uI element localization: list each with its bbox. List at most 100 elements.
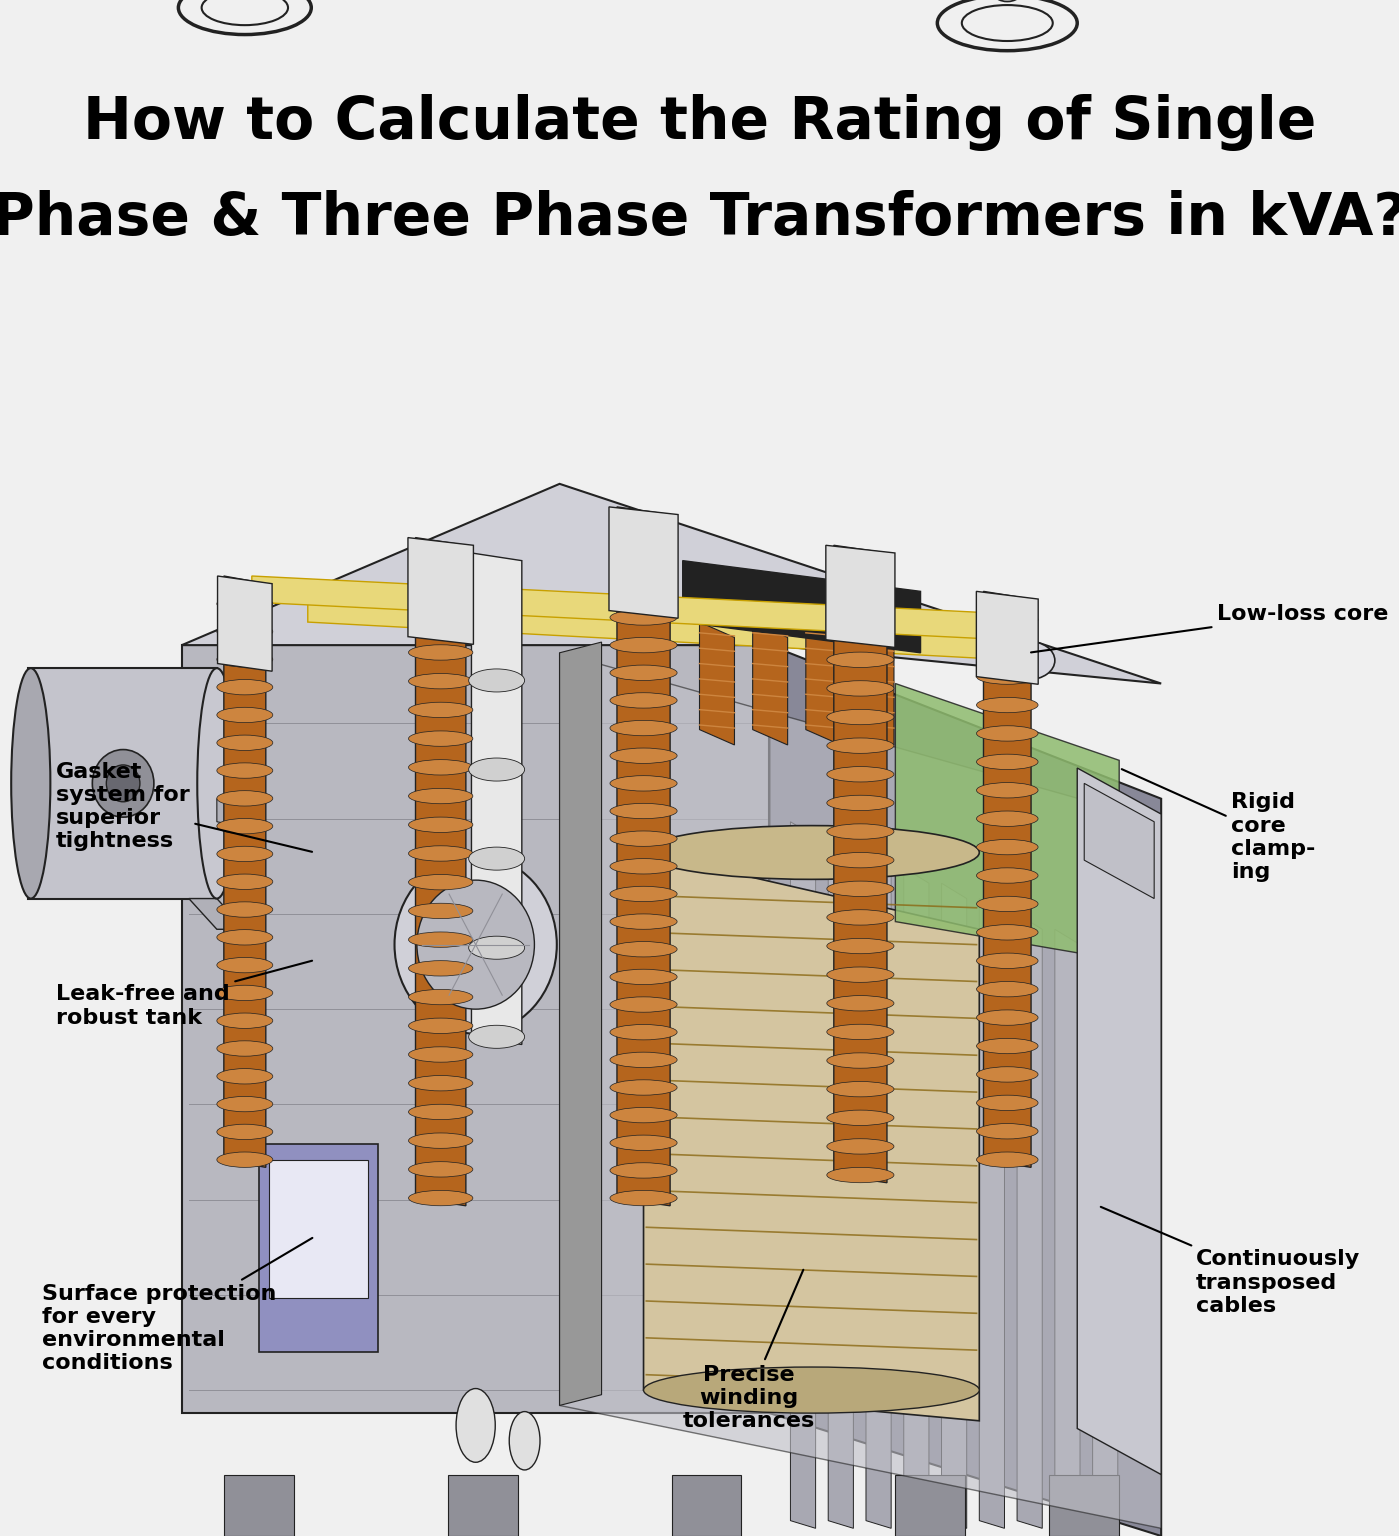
Ellipse shape bbox=[610, 1025, 677, 1040]
Polygon shape bbox=[259, 1144, 378, 1352]
Polygon shape bbox=[182, 645, 769, 1413]
Ellipse shape bbox=[610, 776, 677, 791]
Ellipse shape bbox=[409, 702, 473, 717]
Ellipse shape bbox=[827, 796, 894, 811]
Polygon shape bbox=[828, 837, 853, 1528]
Text: Gasket
system for
superior
tightness: Gasket system for superior tightness bbox=[56, 762, 312, 852]
Ellipse shape bbox=[469, 759, 525, 782]
Ellipse shape bbox=[827, 995, 894, 1011]
Ellipse shape bbox=[217, 679, 273, 694]
Polygon shape bbox=[617, 507, 670, 1206]
Ellipse shape bbox=[469, 937, 525, 958]
Polygon shape bbox=[806, 622, 841, 745]
Polygon shape bbox=[977, 591, 1038, 685]
Ellipse shape bbox=[409, 559, 473, 574]
Ellipse shape bbox=[217, 736, 273, 751]
Ellipse shape bbox=[409, 616, 473, 631]
Ellipse shape bbox=[217, 846, 273, 862]
Ellipse shape bbox=[827, 938, 894, 954]
Ellipse shape bbox=[827, 1138, 894, 1154]
Ellipse shape bbox=[977, 783, 1038, 799]
Ellipse shape bbox=[977, 613, 1038, 627]
Ellipse shape bbox=[827, 882, 894, 897]
Ellipse shape bbox=[977, 754, 1038, 770]
Polygon shape bbox=[700, 622, 734, 745]
Ellipse shape bbox=[217, 985, 273, 1000]
Ellipse shape bbox=[456, 1389, 495, 1462]
Polygon shape bbox=[189, 899, 245, 929]
Ellipse shape bbox=[827, 852, 894, 868]
Polygon shape bbox=[252, 576, 1021, 641]
Ellipse shape bbox=[409, 1134, 473, 1149]
Text: Rigid
core
clamp-
ing: Rigid core clamp- ing bbox=[1122, 770, 1315, 882]
Ellipse shape bbox=[610, 554, 677, 570]
Ellipse shape bbox=[977, 897, 1038, 912]
Polygon shape bbox=[609, 507, 679, 619]
Ellipse shape bbox=[409, 760, 473, 776]
Ellipse shape bbox=[610, 831, 677, 846]
Ellipse shape bbox=[827, 968, 894, 983]
Ellipse shape bbox=[977, 868, 1038, 883]
Polygon shape bbox=[859, 622, 894, 745]
Polygon shape bbox=[1084, 783, 1154, 899]
Ellipse shape bbox=[610, 610, 677, 625]
Ellipse shape bbox=[827, 710, 894, 725]
Ellipse shape bbox=[409, 903, 473, 919]
Ellipse shape bbox=[409, 846, 473, 862]
Circle shape bbox=[92, 750, 154, 817]
Text: Continuously
transposed
cables: Continuously transposed cables bbox=[1101, 1207, 1360, 1316]
Circle shape bbox=[395, 856, 557, 1034]
Ellipse shape bbox=[217, 791, 273, 806]
Polygon shape bbox=[895, 1475, 965, 1536]
Ellipse shape bbox=[409, 932, 473, 948]
Ellipse shape bbox=[409, 817, 473, 833]
Polygon shape bbox=[1055, 929, 1080, 1528]
Ellipse shape bbox=[610, 1190, 677, 1206]
Ellipse shape bbox=[977, 1011, 1038, 1026]
Ellipse shape bbox=[217, 707, 273, 722]
Polygon shape bbox=[182, 484, 1161, 684]
Polygon shape bbox=[1017, 914, 1042, 1528]
Polygon shape bbox=[983, 591, 1031, 1167]
Ellipse shape bbox=[977, 982, 1038, 997]
Ellipse shape bbox=[217, 957, 273, 972]
Ellipse shape bbox=[610, 665, 677, 680]
Ellipse shape bbox=[827, 567, 894, 582]
Polygon shape bbox=[672, 1475, 741, 1536]
Polygon shape bbox=[217, 799, 259, 829]
Ellipse shape bbox=[11, 668, 50, 899]
Ellipse shape bbox=[977, 925, 1038, 940]
Ellipse shape bbox=[409, 960, 473, 975]
Polygon shape bbox=[904, 868, 929, 1528]
Polygon shape bbox=[790, 822, 816, 1528]
Ellipse shape bbox=[993, 0, 1021, 2]
Ellipse shape bbox=[610, 886, 677, 902]
Ellipse shape bbox=[610, 803, 677, 819]
Ellipse shape bbox=[409, 1161, 473, 1177]
Ellipse shape bbox=[827, 823, 894, 839]
Ellipse shape bbox=[827, 1025, 894, 1040]
Ellipse shape bbox=[409, 1104, 473, 1120]
Ellipse shape bbox=[977, 1095, 1038, 1111]
Ellipse shape bbox=[610, 914, 677, 929]
Ellipse shape bbox=[217, 624, 273, 639]
Ellipse shape bbox=[197, 668, 236, 899]
Ellipse shape bbox=[610, 1107, 677, 1123]
Ellipse shape bbox=[409, 1018, 473, 1034]
Ellipse shape bbox=[217, 1041, 273, 1057]
Ellipse shape bbox=[610, 942, 677, 957]
Ellipse shape bbox=[217, 929, 273, 945]
Ellipse shape bbox=[409, 989, 473, 1005]
Polygon shape bbox=[448, 1475, 518, 1536]
Ellipse shape bbox=[217, 1097, 273, 1112]
Ellipse shape bbox=[509, 1412, 540, 1470]
Ellipse shape bbox=[1002, 642, 1055, 680]
Ellipse shape bbox=[644, 826, 979, 879]
Polygon shape bbox=[416, 538, 466, 1206]
Ellipse shape bbox=[827, 766, 894, 782]
Ellipse shape bbox=[827, 624, 894, 639]
Ellipse shape bbox=[217, 1124, 273, 1140]
Polygon shape bbox=[409, 538, 473, 645]
Ellipse shape bbox=[977, 1066, 1038, 1081]
Ellipse shape bbox=[469, 848, 525, 869]
